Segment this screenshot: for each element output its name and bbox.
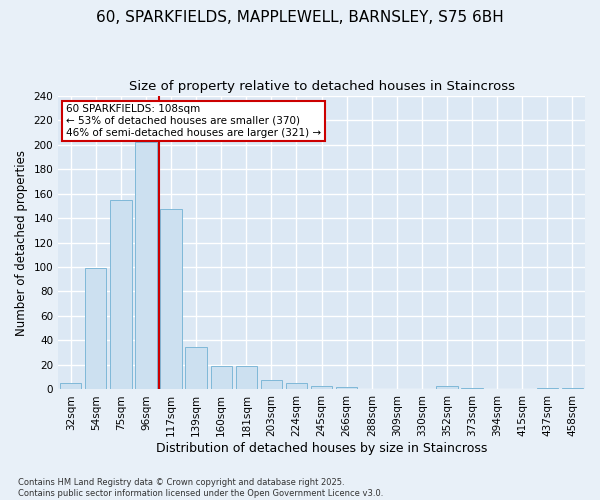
Bar bbox=[261, 380, 282, 390]
Bar bbox=[60, 384, 82, 390]
Y-axis label: Number of detached properties: Number of detached properties bbox=[15, 150, 28, 336]
Bar bbox=[537, 388, 558, 390]
Title: Size of property relative to detached houses in Staincross: Size of property relative to detached ho… bbox=[128, 80, 515, 93]
Bar bbox=[336, 387, 358, 390]
Bar bbox=[562, 388, 583, 390]
Bar bbox=[286, 384, 307, 390]
Bar bbox=[160, 210, 182, 390]
Bar bbox=[136, 142, 157, 390]
Bar bbox=[461, 388, 483, 390]
Bar bbox=[185, 346, 207, 390]
Bar bbox=[85, 268, 106, 390]
Bar bbox=[110, 200, 131, 390]
Text: Contains HM Land Registry data © Crown copyright and database right 2025.
Contai: Contains HM Land Registry data © Crown c… bbox=[18, 478, 383, 498]
Bar bbox=[236, 366, 257, 390]
Bar bbox=[436, 386, 458, 390]
Bar bbox=[211, 366, 232, 390]
Text: 60, SPARKFIELDS, MAPPLEWELL, BARNSLEY, S75 6BH: 60, SPARKFIELDS, MAPPLEWELL, BARNSLEY, S… bbox=[96, 10, 504, 25]
Bar bbox=[311, 386, 332, 390]
Text: 60 SPARKFIELDS: 108sqm
← 53% of detached houses are smaller (370)
46% of semi-de: 60 SPARKFIELDS: 108sqm ← 53% of detached… bbox=[66, 104, 321, 138]
X-axis label: Distribution of detached houses by size in Staincross: Distribution of detached houses by size … bbox=[156, 442, 487, 455]
